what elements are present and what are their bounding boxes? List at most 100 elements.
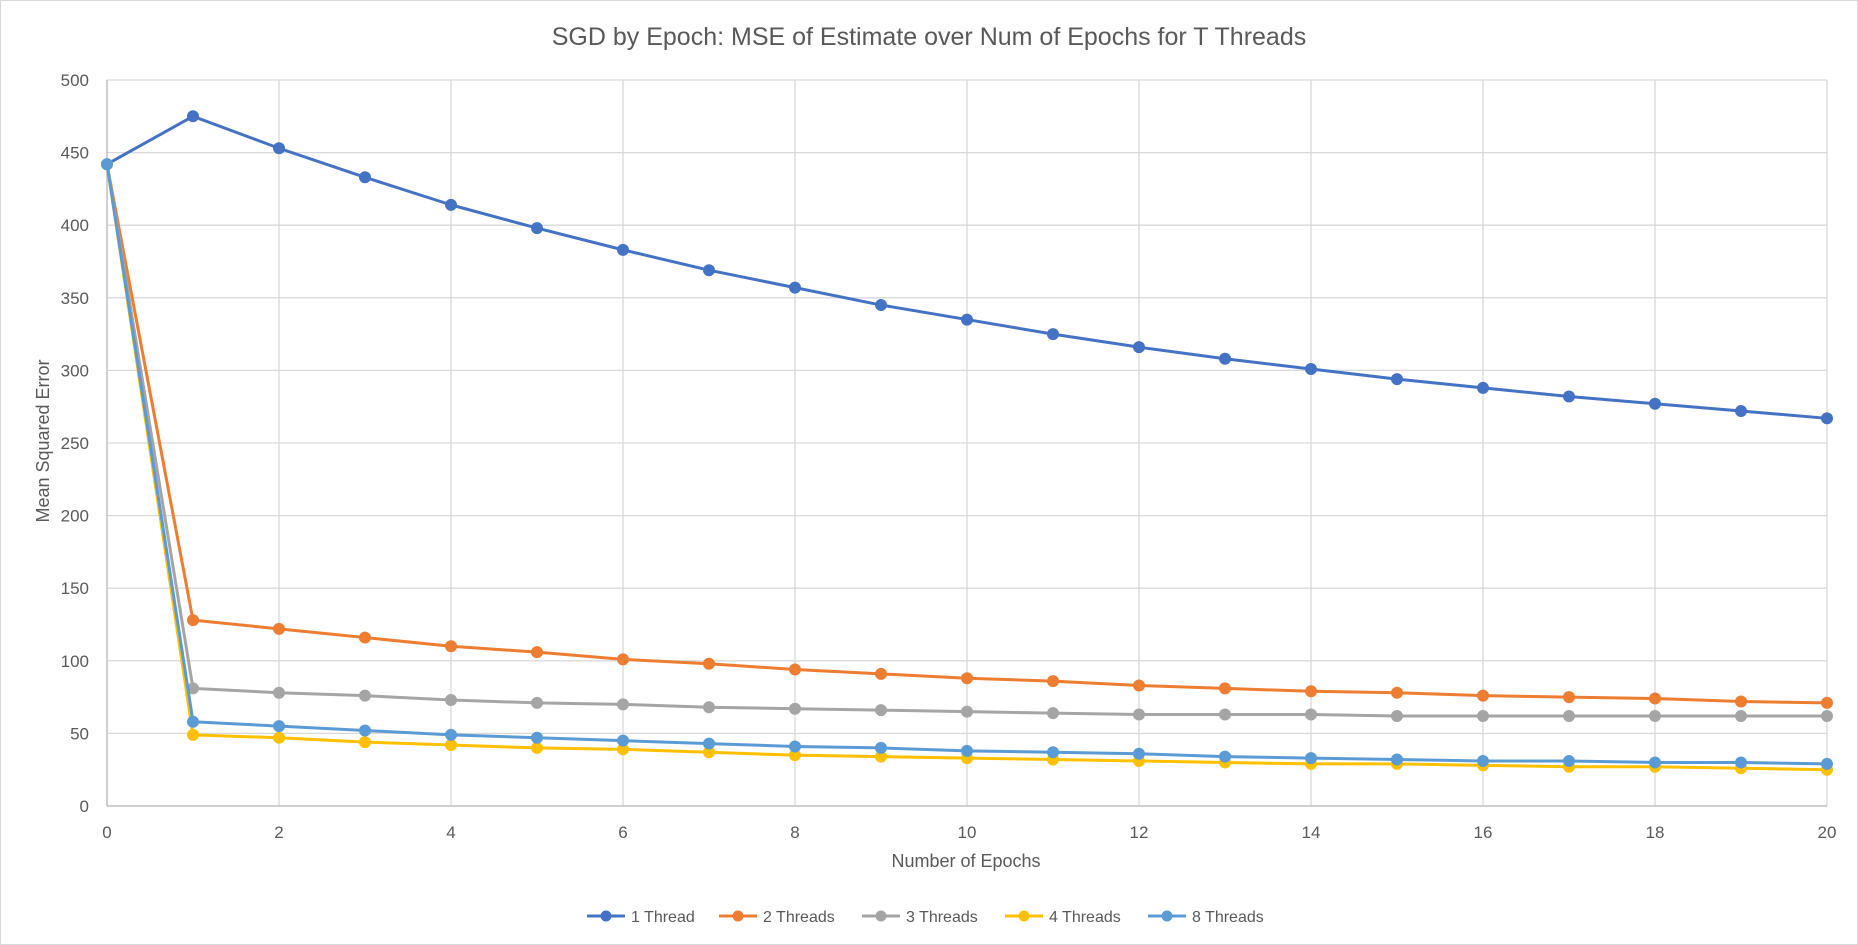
data-point-3-threads [445, 694, 457, 707]
x-tick-label: 6 [618, 823, 627, 842]
series-lines [101, 110, 1833, 776]
data-point-4-threads [273, 731, 285, 744]
legend: 1 Thread 2 Threads 3 Threads 4 Threads 8 Thr… [587, 909, 1264, 926]
legend-item-2-threads: 2 Threads [719, 909, 835, 926]
x-tick-label: 4 [446, 823, 455, 842]
data-point-3-threads [1391, 709, 1403, 722]
data-point-2-threads [1391, 686, 1403, 699]
data-point-8-threads [875, 741, 887, 754]
x-tick-label: 16 [1474, 823, 1493, 842]
data-point-8-threads [1649, 756, 1661, 769]
data-point-8-threads [1305, 752, 1317, 765]
data-point-8-threads [961, 744, 973, 757]
data-point-3-threads [273, 686, 285, 699]
legend-swatch-marker [732, 910, 744, 922]
data-point-3-threads [617, 698, 629, 711]
data-point-3-threads [1563, 709, 1575, 722]
data-point-3-threads [359, 689, 371, 702]
data-point-8-threads [187, 715, 199, 728]
data-point-8-threads [1391, 753, 1403, 766]
x-tick-label: 2 [274, 823, 283, 842]
data-point-2-threads [617, 653, 629, 666]
legend-swatch-marker [1018, 910, 1030, 922]
data-point-4-threads [359, 736, 371, 749]
data-point-3-threads [1219, 708, 1231, 721]
data-point-1-thread [531, 222, 543, 235]
x-axis-title: Number of Epochs [891, 851, 1040, 871]
data-point-2-threads [703, 657, 715, 670]
data-point-1-thread [359, 171, 371, 184]
series-8-threads [101, 158, 1833, 770]
chart-title: SGD by Epoch: MSE of Estimate over Num o… [552, 23, 1307, 51]
data-point-3-threads [961, 705, 973, 718]
legend-swatch-marker [875, 910, 887, 922]
legend-swatch-marker [600, 910, 612, 922]
x-tick-label: 18 [1646, 823, 1665, 842]
y-tick-label: 500 [61, 71, 89, 90]
data-point-1-thread [1047, 328, 1059, 341]
data-point-1-thread [617, 243, 629, 256]
legend-label: 2 Threads [763, 909, 835, 926]
data-point-8-threads [617, 734, 629, 747]
data-point-1-thread [1133, 341, 1145, 354]
data-point-8-threads [1477, 754, 1489, 767]
data-point-4-threads [187, 728, 199, 741]
data-point-1-thread [703, 264, 715, 277]
data-point-3-threads [1821, 709, 1833, 722]
data-point-2-threads [1133, 679, 1145, 692]
data-point-1-thread [273, 142, 285, 155]
data-point-3-threads [1305, 708, 1317, 721]
data-point-1-thread [1219, 352, 1231, 365]
data-point-2-threads [359, 631, 371, 644]
data-point-1-thread [1563, 390, 1575, 403]
data-point-1-thread [187, 110, 199, 123]
legend-item-3-threads: 3 Threads [862, 909, 978, 926]
y-tick-label: 450 [61, 144, 89, 163]
data-point-4-threads [531, 741, 543, 754]
data-point-2-threads [1477, 689, 1489, 702]
data-point-2-threads [1305, 685, 1317, 698]
data-point-3-threads [531, 696, 543, 709]
data-point-8-threads [1821, 757, 1833, 770]
legend-item-1-thread: 1 Thread [587, 909, 695, 926]
data-point-2-threads [273, 622, 285, 635]
y-tick-label: 0 [80, 797, 89, 816]
y-tick-label: 350 [61, 289, 89, 308]
data-point-2-threads [789, 663, 801, 676]
data-point-3-threads [1477, 709, 1489, 722]
series-3-threads [101, 158, 1833, 722]
data-point-2-threads [1735, 695, 1747, 708]
x-tick-label: 0 [102, 823, 111, 842]
data-point-8-threads [789, 740, 801, 753]
data-point-8-threads [359, 724, 371, 737]
data-point-8-threads [101, 158, 113, 171]
data-point-1-thread [1735, 405, 1747, 418]
data-point-2-threads [961, 672, 973, 685]
x-tick-label: 12 [1130, 823, 1149, 842]
data-point-3-threads [703, 701, 715, 714]
legend-label: 1 Thread [631, 909, 695, 926]
data-point-2-threads [875, 667, 887, 680]
data-point-3-threads [1735, 709, 1747, 722]
y-tick-label: 50 [70, 724, 89, 743]
x-tick-label: 10 [958, 823, 977, 842]
legend-item-8-threads: 8 Threads [1148, 909, 1264, 926]
data-point-1-thread [1305, 362, 1317, 375]
data-point-8-threads [445, 728, 457, 741]
data-point-1-thread [1649, 397, 1661, 410]
data-point-3-threads [1133, 708, 1145, 721]
legend-swatch-marker [1161, 910, 1173, 922]
data-point-4-threads [445, 739, 457, 752]
data-point-2-threads [531, 646, 543, 659]
data-point-3-threads [875, 704, 887, 717]
legend-item-4-threads: 4 Threads [1005, 909, 1121, 926]
data-point-2-threads [1649, 692, 1661, 705]
y-tick-label: 150 [61, 579, 89, 598]
data-point-3-threads [1649, 709, 1661, 722]
data-point-1-thread [961, 313, 973, 326]
y-axis-title: Mean Squared Error [33, 359, 53, 522]
legend-label: 4 Threads [1049, 909, 1121, 926]
data-point-8-threads [1735, 756, 1747, 769]
data-point-8-threads [1219, 750, 1231, 763]
